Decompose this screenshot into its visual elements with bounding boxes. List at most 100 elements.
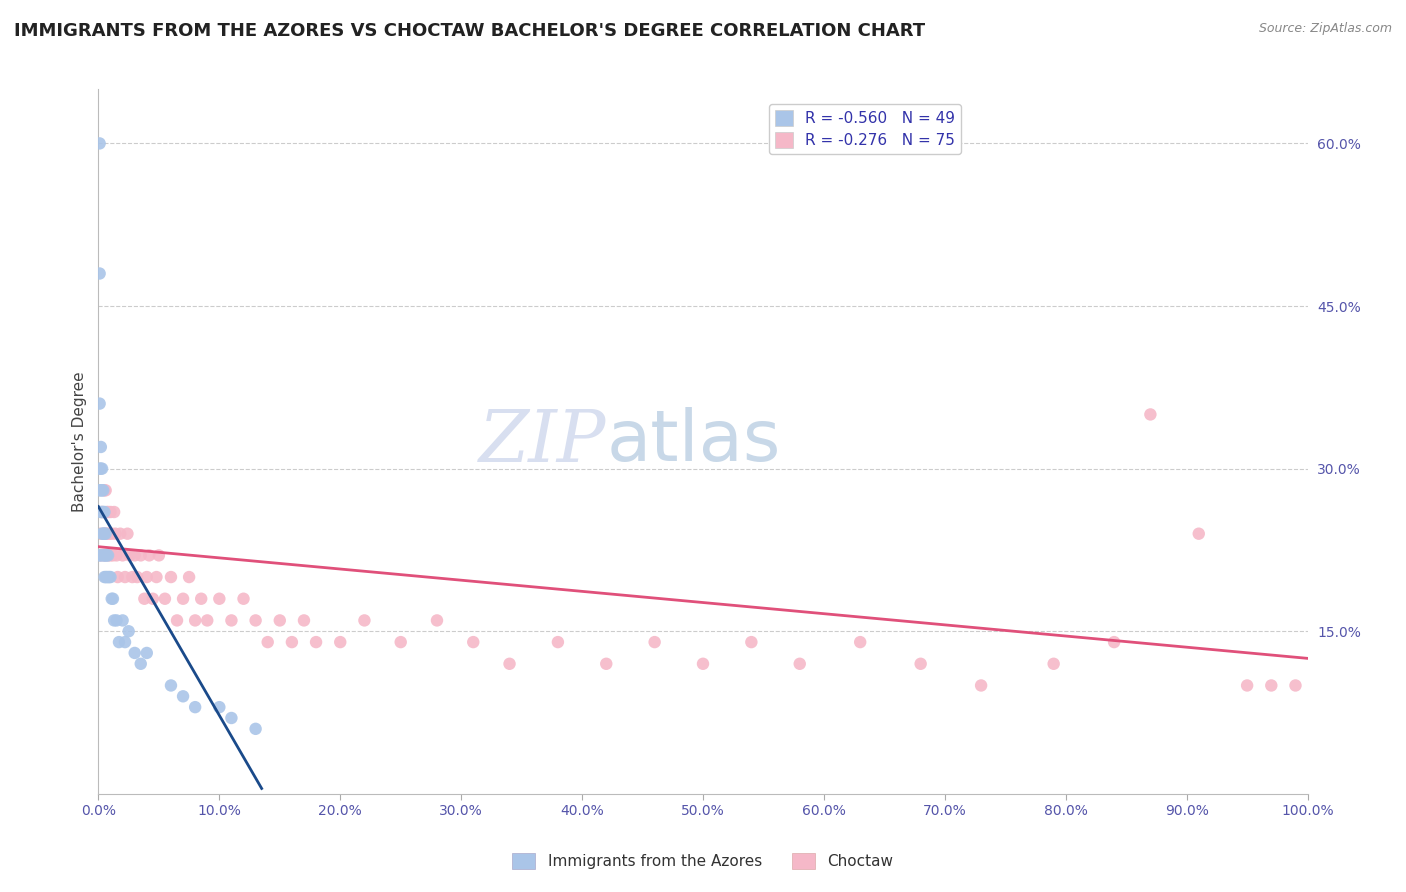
- Point: [89, 526, 111, 541]
- Point: [172, 690, 194, 704]
- Point: [138, 549, 160, 563]
- Point: [292, 614, 315, 628]
- Point: [160, 570, 183, 584]
- Point: [281, 635, 304, 649]
- Point: [93, 505, 115, 519]
- Point: [208, 700, 231, 714]
- Point: [353, 614, 375, 628]
- Point: [91, 505, 114, 519]
- Point: [97, 570, 120, 584]
- Point: [91, 505, 114, 519]
- Point: [160, 678, 183, 692]
- Point: [269, 614, 291, 628]
- Point: [256, 635, 278, 649]
- Point: [90, 461, 112, 475]
- Point: [94, 526, 117, 541]
- Point: [100, 591, 122, 606]
- Point: [93, 570, 115, 584]
- Point: [111, 549, 134, 563]
- Point: [547, 635, 569, 649]
- Point: [114, 570, 136, 584]
- Point: [127, 570, 149, 584]
- Point: [93, 526, 115, 541]
- Text: IMMIGRANTS FROM THE AZORES VS CHOCTAW BACHELOR'S DEGREE CORRELATION CHART: IMMIGRANTS FROM THE AZORES VS CHOCTAW BA…: [14, 22, 925, 40]
- Point: [89, 549, 111, 563]
- Point: [91, 461, 114, 475]
- Point: [108, 635, 131, 649]
- Point: [91, 483, 114, 498]
- Point: [98, 570, 121, 584]
- Point: [97, 505, 120, 519]
- Point: [135, 570, 157, 584]
- Point: [96, 526, 118, 541]
- Point: [101, 591, 124, 606]
- Point: [90, 440, 112, 454]
- Point: [644, 635, 666, 649]
- Point: [184, 614, 207, 628]
- Point: [97, 549, 120, 563]
- Point: [195, 614, 218, 628]
- Point: [221, 614, 243, 628]
- Point: [498, 657, 520, 671]
- Point: [595, 657, 617, 671]
- Point: [100, 549, 122, 563]
- Legend: Immigrants from the Azores, Choctaw: Immigrants from the Azores, Choctaw: [506, 847, 900, 875]
- Point: [1042, 657, 1064, 671]
- Point: [94, 526, 117, 541]
- Point: [90, 549, 112, 563]
- Point: [1139, 408, 1161, 422]
- Point: [245, 722, 267, 736]
- Point: [94, 570, 117, 584]
- Point: [105, 549, 128, 563]
- Point: [970, 678, 993, 692]
- Point: [789, 657, 811, 671]
- Point: [692, 657, 714, 671]
- Point: [91, 483, 114, 498]
- Point: [208, 591, 231, 606]
- Point: [100, 526, 122, 541]
- Point: [101, 549, 124, 563]
- Point: [153, 591, 176, 606]
- Point: [94, 549, 117, 563]
- Point: [89, 136, 111, 151]
- Point: [103, 614, 125, 628]
- Point: [172, 591, 194, 606]
- Point: [179, 570, 201, 584]
- Point: [96, 549, 118, 563]
- Point: [96, 570, 118, 584]
- Point: [142, 591, 165, 606]
- Point: [1236, 678, 1258, 692]
- Y-axis label: Bachelor's Degree: Bachelor's Degree: [72, 371, 87, 512]
- Point: [426, 614, 449, 628]
- Point: [89, 396, 111, 410]
- Point: [89, 483, 111, 498]
- Point: [104, 526, 127, 541]
- Point: [1102, 635, 1125, 649]
- Point: [93, 549, 115, 563]
- Point: [96, 505, 118, 519]
- Point: [100, 505, 122, 519]
- Point: [1284, 678, 1306, 692]
- Point: [89, 267, 111, 281]
- Point: [849, 635, 872, 649]
- Point: [93, 549, 115, 563]
- Point: [100, 570, 122, 584]
- Point: [89, 461, 111, 475]
- Point: [145, 570, 167, 584]
- Point: [103, 505, 125, 519]
- Point: [114, 635, 136, 649]
- Point: [93, 483, 115, 498]
- Point: [134, 591, 156, 606]
- Point: [118, 549, 141, 563]
- Point: [129, 657, 152, 671]
- Point: [129, 549, 152, 563]
- Point: [91, 526, 114, 541]
- Point: [166, 614, 188, 628]
- Point: [305, 635, 328, 649]
- Point: [329, 635, 352, 649]
- Point: [98, 526, 121, 541]
- Point: [463, 635, 485, 649]
- Point: [1260, 678, 1282, 692]
- Point: [118, 624, 141, 639]
- Point: [91, 526, 114, 541]
